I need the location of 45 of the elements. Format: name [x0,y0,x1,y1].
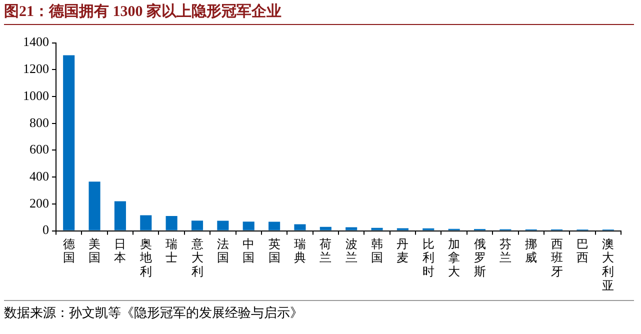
x-tick-label: 德国 [62,236,75,265]
x-tick-label: 意大利 [190,236,204,278]
x-tick-label: 波兰 [345,236,358,265]
y-tick-label: 400 [30,168,49,184]
x-tick-label: 西班牙 [550,236,563,278]
x-tick-label: 巴西 [576,236,588,265]
x-tick-label: 瑞典 [294,236,306,265]
bar [346,227,358,230]
x-tick-label: 韩国 [371,236,384,265]
bar [191,220,204,230]
x-tick-label: 丹麦 [396,236,409,265]
bar [114,201,126,230]
y-tick-label: 1400 [23,34,49,50]
x-tick-label: 法国 [216,236,229,265]
bar [140,215,152,230]
y-tick-label: 800 [30,114,49,130]
x-tick-label: 芬兰 [499,236,512,265]
x-tick-label: 加拿大 [448,236,460,278]
x-tick-label: 日本 [114,236,126,265]
bar [166,216,178,230]
y-tick-label: 200 [30,195,49,210]
x-tick-label: 挪威 [525,236,538,265]
y-tick-label: 1200 [23,61,49,76]
bar [217,220,229,230]
y-tick-label: 0 [42,222,49,238]
x-tick-label: 瑞士 [166,236,178,265]
bar [63,55,75,230]
bar [294,224,306,230]
y-tick-label: 600 [30,142,49,157]
x-tick-label: 奥地利 [138,236,152,278]
x-tick-label: 比利时 [422,236,434,278]
bar [371,228,383,230]
bar [268,222,280,230]
x-tick-label: 英国 [268,236,280,265]
chart-title: 图21：德国拥有 1300 家以上隐形冠军企业 [4,2,634,25]
x-tick-label: 荷兰 [320,236,332,265]
bar [242,222,254,230]
x-tick-label: 澳大利亚 [602,236,614,292]
bar [88,182,100,230]
x-tick-label: 美国 [88,236,101,265]
y-tick-label: 1000 [23,88,49,103]
x-tick-label: 俄罗斯 [474,236,486,278]
x-tick-label: 中国 [242,236,255,265]
bar [320,226,332,230]
source-note: 数据来源：孙文凯等《隐形冠军的发展经验与启示》 [4,300,634,322]
